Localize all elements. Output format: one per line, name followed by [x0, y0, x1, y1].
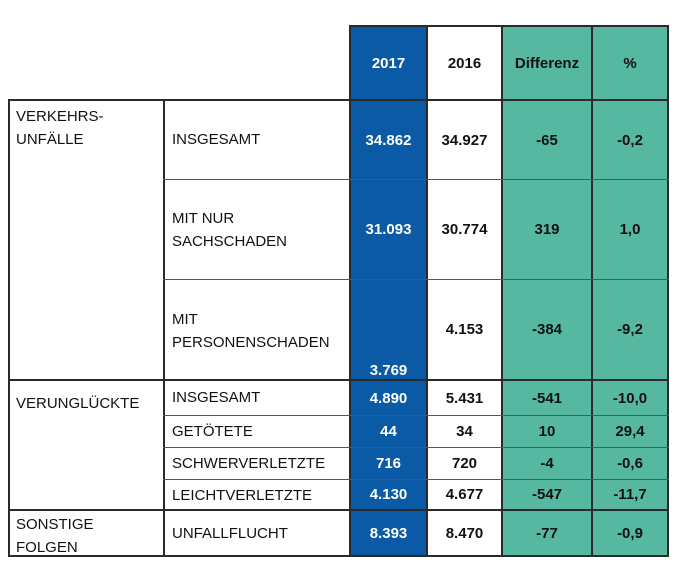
cell-2016: 5.431 [445, 389, 484, 407]
cell-2016: 8.470 [445, 524, 484, 542]
cell-2017: 8.393 [369, 524, 408, 542]
row-line-4 [163, 447, 669, 448]
cell-2017: 4.890 [369, 389, 408, 407]
row-label: LEICHTVERLETZTE [172, 487, 313, 504]
row-label: SCHWERVERLETZTE [172, 455, 326, 472]
header-2017: 2017 [371, 54, 406, 72]
cell-2016: 4.153 [445, 321, 484, 338]
cell-pct: -0,9 [617, 524, 643, 542]
group1-bottom-line [8, 379, 669, 381]
col-diff-left-line [501, 25, 503, 557]
right-border-line [667, 25, 669, 557]
cell-2016: 720 [451, 455, 478, 472]
header-differenz: Differenz [514, 54, 580, 72]
header-percent: % [623, 54, 637, 72]
cell-diff: -541 [531, 389, 563, 407]
cell-diff: 319 [534, 221, 560, 238]
row-label: UNFALLFLUCHT [172, 525, 288, 542]
cell-2017: 3.769 [369, 362, 408, 379]
cell-pct: -11,7 [613, 486, 647, 503]
group2-bottom-line [8, 509, 669, 511]
col-2017-left-line [349, 25, 351, 557]
cell-diff: -65 [536, 131, 558, 149]
group-col-divider [163, 99, 165, 557]
row-label: MIT NUR SACHSCHADEN [172, 210, 288, 250]
cell-2017: 31.093 [365, 221, 412, 238]
cell-pct: -9,2 [617, 321, 643, 338]
cell-2016: 34.927 [441, 131, 488, 149]
cell-diff: -384 [531, 321, 563, 338]
cell-pct: 1,0 [619, 221, 641, 238]
group-label-verkehrsunfaelle: VERKEHRS- UNFÄLLE [16, 108, 104, 148]
table-bottom-line [8, 555, 669, 557]
left-border-line [8, 99, 10, 557]
cell-2016: 30.774 [441, 221, 488, 238]
header-2016: 2016 [447, 54, 482, 72]
row-line-3 [163, 415, 669, 416]
cell-2017: 34.862 [365, 131, 412, 149]
row-line-1 [163, 179, 669, 180]
cell-diff: -77 [536, 524, 558, 542]
row-line-2 [163, 279, 669, 280]
group-label-verunglueckte: VERUNGLÜCKTE [16, 395, 140, 412]
top-border-line [349, 25, 669, 27]
cell-2017: 44 [380, 423, 397, 440]
row-line-5 [163, 479, 669, 480]
header-bottom-line [8, 99, 669, 101]
cell-pct: -10,0 [612, 389, 648, 407]
row-label: MIT PERSONENSCHADEN [172, 311, 330, 351]
column-diff-background [503, 25, 668, 555]
cell-diff: 10 [538, 423, 556, 440]
cell-2016: 4.677 [445, 486, 484, 503]
cell-2017: 4.130 [369, 486, 408, 503]
cell-diff: -4 [540, 455, 554, 472]
cell-2016: 34 [456, 423, 473, 440]
group-label-sonstige-folgen: SONSTIGE FOLGEN [16, 516, 94, 556]
cell-pct: -0,2 [617, 131, 643, 149]
cell-pct: 29,4 [615, 423, 645, 440]
col-pct-left-line [591, 25, 593, 557]
row-label: INSGESAMT [172, 131, 261, 148]
cell-2017: 716 [375, 455, 402, 472]
row-label: GETÖTETE [172, 423, 253, 440]
cell-pct: -0,6 [617, 455, 643, 472]
col-2016-left-line [426, 25, 428, 557]
cell-diff: -547 [531, 486, 563, 503]
row-label: INSGESAMT [172, 389, 261, 406]
column-2017-background [351, 25, 426, 555]
